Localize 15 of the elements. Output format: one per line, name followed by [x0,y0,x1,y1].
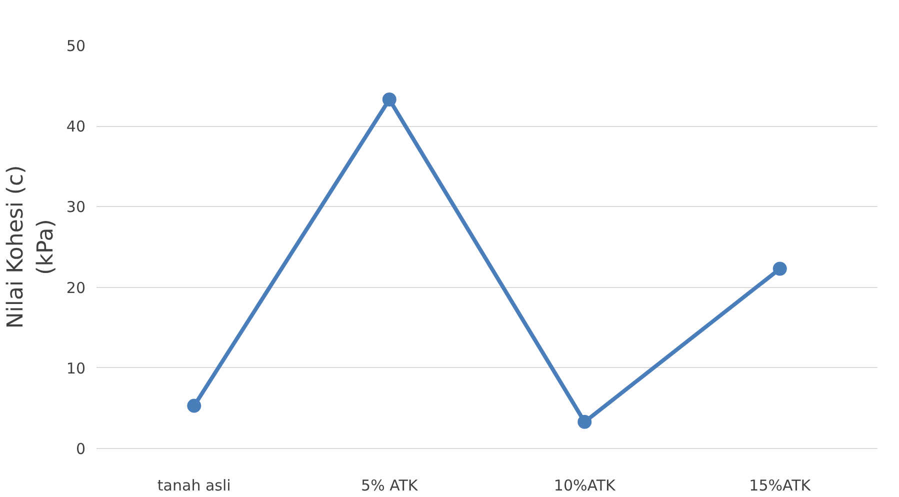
x-tick-label: 15%ATK [749,476,812,494]
y-tick-label: 20 [66,278,86,297]
y-tick-label: 0 [76,440,86,458]
y-tick-label: 30 [66,198,86,216]
point [382,92,396,106]
y-tick-label: 40 [66,118,86,136]
y-tick-label: 10 [66,359,86,378]
x-tick-label: 5% ATK [361,476,419,494]
point [578,414,592,429]
point [187,398,202,413]
x-tick-label: tanah asli [157,476,231,494]
point [772,262,787,276]
y-axis-title: Nilai Kohesi (c) (kPa) [3,165,58,329]
y-tick-label: 50 [66,37,86,55]
x-tick-label: 10%ATK [554,476,617,494]
